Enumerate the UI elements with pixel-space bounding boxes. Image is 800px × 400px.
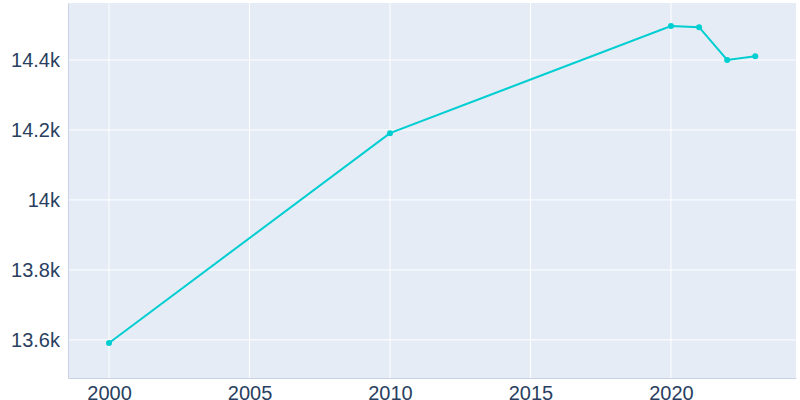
tick-label: 13.8k [11, 259, 61, 281]
axis-line [69, 378, 797, 379]
tick-label: 2020 [649, 382, 694, 400]
plot: 2000 2005 2010 2015 2020 13.6k 13.8k 14k 14.2k 14… [11, 3, 796, 400]
plot-background [68, 3, 796, 378]
tick-label: 2005 [228, 382, 273, 400]
grid-line-y [68, 199, 796, 200]
grid-line-y [68, 60, 796, 61]
grid-line-x [389, 3, 390, 378]
tick: 2000 [87, 378, 132, 400]
grid-line-x [670, 3, 671, 378]
marker [724, 57, 730, 63]
marker [668, 23, 674, 29]
line [109, 26, 755, 343]
chart: 2000 2005 2010 2015 2020 13.6k 13.8k 14k 14.2k 14… [0, 0, 800, 400]
tick: 2020 [649, 378, 694, 400]
tick: 13.6k [11, 329, 68, 351]
tick: 14k [28, 189, 68, 211]
marker [696, 24, 702, 30]
grid [68, 3, 796, 378]
grid-line-y [68, 129, 796, 130]
marks [106, 23, 758, 346]
tick-label: 14.2k [11, 119, 61, 141]
tick: 2010 [368, 378, 413, 400]
tick: 2005 [228, 378, 273, 400]
tick-label: 14k [28, 189, 61, 211]
grid-line-y [68, 269, 796, 270]
tick: 14.4k [11, 49, 68, 71]
x-axis: 2000 2005 2010 2015 2020 [69, 378, 797, 400]
marker [752, 53, 758, 59]
axis-line [68, 4, 69, 379]
grid-line-x [530, 3, 531, 378]
tick: 14.2k [11, 119, 68, 141]
marker [387, 130, 393, 136]
tick-label: 2015 [509, 382, 554, 400]
tick-label: 13.6k [11, 329, 61, 351]
tick-label: 14.4k [11, 49, 61, 71]
grid-line-x [249, 3, 250, 378]
grid-line-x [109, 3, 110, 378]
grid-line-y [68, 339, 796, 340]
tick: 13.8k [11, 259, 68, 281]
marker [106, 340, 112, 346]
tick-label: 2000 [87, 382, 132, 400]
y-axis: 13.6k 13.8k 14k 14.2k 14.4k [11, 4, 68, 379]
tick-label: 2010 [368, 382, 413, 400]
tick: 2015 [509, 378, 554, 400]
